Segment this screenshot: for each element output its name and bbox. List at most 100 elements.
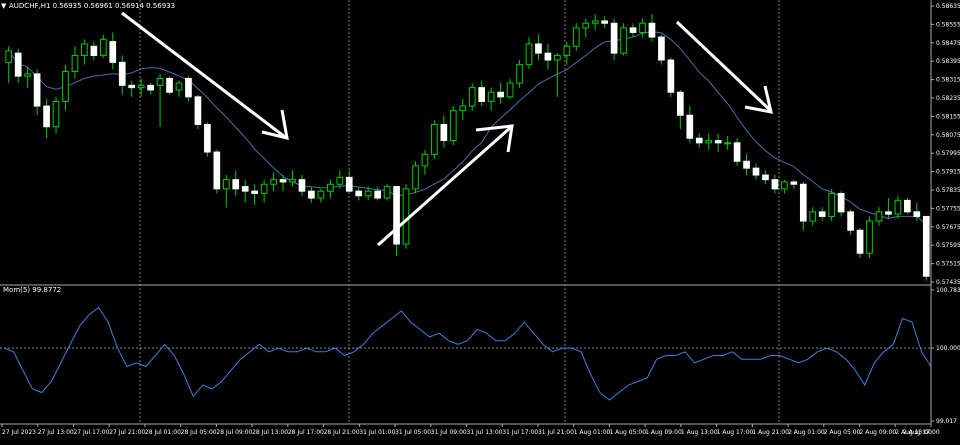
price-tick-label: 0.58635	[936, 3, 960, 10]
candle-bear	[213, 151, 221, 190]
candle-bull	[620, 27, 627, 54]
time-tick-label: 28 Jul 05:00	[181, 429, 217, 436]
candle-bear	[355, 190, 363, 197]
price-tick-label: 0.58075	[936, 132, 960, 139]
candle-bull	[506, 82, 514, 98]
price-tick-label: 0.58395	[936, 58, 960, 65]
time-tick-label: 31 Jul 13:00	[467, 429, 503, 436]
candle-bull	[431, 123, 438, 155]
time-tick-label: 31 Jul 09:00	[431, 429, 467, 436]
time-tick-label: 1 Aug 05:00	[609, 429, 646, 436]
price-tick-label: 0.57995	[936, 150, 960, 157]
up-arrow-head	[475, 124, 514, 153]
candle-bull	[724, 142, 731, 145]
time-tick-label: 1 Aug 09:00	[645, 429, 682, 436]
candle-bull	[563, 45, 571, 56]
candle-layer	[5, 14, 930, 281]
price-tick-label: 0.57755	[936, 205, 960, 212]
moving-average-line	[8, 30, 927, 226]
price-tick-label: 0.58475	[936, 40, 960, 47]
time-axis[interactable]: 27 Jul 2023 27 Jul 13:00 27 Jul 17:00 27 Ju…	[1, 424, 940, 436]
candle-bull	[412, 165, 419, 190]
down-arrow-shaft-2	[675, 20, 772, 112]
arrow-annotations	[121, 11, 773, 247]
candle-bull	[317, 190, 325, 199]
candle-bear	[374, 190, 381, 199]
candle-bear	[478, 87, 486, 102]
down-arrow-head-1	[261, 109, 289, 140]
time-tick-label: 31 Jul 05:00	[395, 429, 431, 436]
candle-bear	[90, 45, 98, 56]
candle-bull	[866, 220, 873, 254]
candle-bear	[232, 179, 240, 190]
candle-bear	[667, 59, 675, 93]
candle-bear	[279, 179, 287, 183]
price-tick-label: 0.58235	[936, 95, 960, 102]
candle-bear	[818, 211, 826, 217]
candle-bear	[43, 105, 50, 128]
time-tick-label: 2 Aug 13:00	[895, 429, 932, 436]
candle-bear	[251, 190, 259, 194]
time-tick-label: 31 Jul 21:00	[538, 429, 574, 436]
candle-bear	[676, 91, 684, 116]
candle-bull	[99, 38, 107, 56]
candle-bear	[733, 142, 741, 162]
candle-bear	[14, 52, 22, 77]
momentum-tick-label: 100.783	[936, 287, 960, 294]
candle-bear	[204, 123, 211, 153]
candle-bear	[904, 199, 911, 213]
candle-bear	[166, 77, 173, 93]
candle-bear	[610, 22, 618, 54]
price-tick-label: 0.57915	[936, 169, 960, 176]
candle-bull	[828, 192, 836, 217]
candle-bear	[885, 211, 892, 215]
candle-bear	[497, 91, 504, 98]
candle-bull	[260, 183, 268, 194]
candle-bull	[336, 176, 344, 185]
candle-bear	[393, 186, 400, 245]
candle-bull	[572, 27, 580, 47]
time-tick-label: 1 Aug 21:00	[752, 429, 789, 436]
candle-bull	[449, 110, 457, 142]
down-arrow-shaft-1	[121, 11, 286, 139]
candle-bull	[468, 87, 476, 107]
candle-bull	[487, 91, 495, 102]
down-arrow-head-2	[744, 85, 773, 114]
symbol-info-line: AUDCHF,H1 0.56935 0.56961 0.56914 0.5693…	[9, 2, 175, 10]
time-tick-label: 27 Jul 2023	[2, 429, 36, 436]
candle-bull	[364, 190, 372, 197]
candle-bear	[686, 114, 694, 139]
price-tick-label: 0.57595	[936, 242, 960, 249]
time-tick-label: 2 Aug 17:00	[903, 429, 940, 436]
candle-bull	[62, 71, 69, 102]
candle-bear	[118, 61, 126, 86]
candle-bear	[695, 137, 703, 144]
candle-bull	[156, 77, 164, 86]
candle-bull	[639, 22, 646, 33]
momentum-axis[interactable]: 100.783 100.000 99.017	[931, 287, 960, 425]
candle-bear	[147, 84, 154, 91]
candle-bear	[847, 211, 854, 231]
candle-bear	[837, 192, 845, 213]
candle-bear	[913, 211, 921, 217]
momentum-layer	[3, 306, 932, 401]
time-tick-label: 28 Jul 21:00	[324, 429, 360, 436]
price-axis[interactable]: 0.58635 0.58555 0.58475 0.58395 0.58315 0.582…	[931, 3, 960, 286]
candle-bear	[345, 176, 353, 192]
candle-bear	[658, 36, 665, 61]
candle-bull	[516, 64, 523, 84]
time-tick-label: 28 Jul 17:00	[288, 429, 324, 436]
candle-bull	[24, 73, 31, 77]
price-tick-label: 0.58315	[936, 77, 960, 84]
symbol-dropdown-icon[interactable]: ▼	[1, 2, 7, 10]
momentum-tick-label: 100.000	[936, 345, 960, 352]
time-tick-label: 1 Aug 13:00	[681, 429, 718, 436]
indicator-label: Mom(5) 99.8772	[3, 286, 61, 294]
time-tick-label: 28 Jul 01:00	[145, 429, 181, 436]
time-tick-label: 28 Jul 13:00	[252, 429, 288, 436]
candle-bull	[525, 43, 533, 66]
momentum-tick-label: 99.017	[936, 418, 957, 425]
candle-bull	[71, 54, 79, 73]
